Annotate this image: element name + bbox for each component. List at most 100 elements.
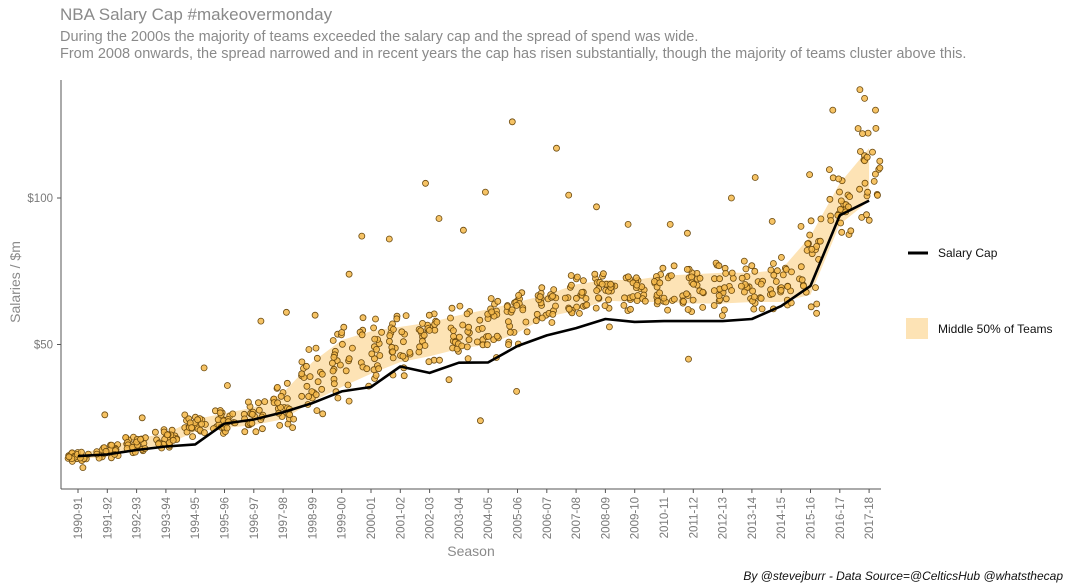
team-point <box>338 329 346 336</box>
team-point <box>181 411 189 419</box>
team-point <box>448 304 456 312</box>
team-point <box>807 303 815 311</box>
team-point <box>348 344 356 352</box>
team-point <box>797 263 805 271</box>
team-point <box>476 417 484 425</box>
team-point <box>406 348 414 356</box>
team-point <box>286 411 294 419</box>
team-point <box>151 428 159 436</box>
team-point <box>606 323 613 331</box>
team-point <box>750 305 758 313</box>
team-point <box>305 393 313 400</box>
team-point <box>261 398 269 406</box>
team-point <box>463 343 471 351</box>
team-point <box>683 290 690 298</box>
team-point <box>311 311 319 319</box>
legend-middle-50-label: Middle 50% of Teams <box>938 322 1053 336</box>
team-point <box>487 295 495 302</box>
x-tick-label: 1990-91 <box>73 497 85 539</box>
team-point <box>449 327 457 335</box>
x-tick-label: 2008-09 <box>600 497 612 539</box>
team-point <box>372 371 380 379</box>
team-point <box>385 235 393 243</box>
team-point <box>399 352 407 360</box>
x-tick-label: 1993-94 <box>161 496 173 539</box>
team-point <box>808 245 816 253</box>
team-point <box>282 308 290 316</box>
team-point <box>757 294 765 302</box>
team-point <box>798 276 806 284</box>
team-point <box>506 328 514 336</box>
team-point <box>601 302 609 310</box>
team-point <box>826 195 834 203</box>
team-point <box>302 362 310 370</box>
team-point <box>591 270 599 278</box>
team-point <box>633 281 641 289</box>
team-point <box>784 283 792 290</box>
team-point <box>633 274 640 282</box>
team-point <box>488 308 496 316</box>
team-point <box>770 260 777 267</box>
team-point <box>774 267 781 275</box>
team-point <box>241 428 249 436</box>
team-point <box>806 231 814 239</box>
team-point <box>494 297 502 305</box>
team-point <box>807 217 815 225</box>
team-point <box>216 409 224 417</box>
team-point <box>522 318 530 326</box>
team-point <box>758 305 766 313</box>
team-point <box>837 197 845 205</box>
team-point <box>419 319 426 327</box>
team-point <box>508 118 516 126</box>
team-point <box>476 316 484 324</box>
team-point <box>595 294 602 302</box>
x-tick-label: 1999-00 <box>337 497 349 539</box>
team-point <box>189 433 197 441</box>
team-point <box>336 361 344 369</box>
team-point <box>656 289 663 297</box>
team-point <box>459 321 467 329</box>
team-point <box>483 341 491 349</box>
team-point <box>846 193 853 201</box>
x-tick-label: 2011-12 <box>688 497 700 538</box>
team-point <box>748 262 756 270</box>
team-point <box>314 378 322 386</box>
team-point <box>620 301 628 309</box>
team-point <box>503 303 511 311</box>
team-point <box>533 310 541 318</box>
team-point <box>425 326 433 334</box>
x-tick-label: 1992-93 <box>132 497 144 539</box>
team-point <box>721 284 728 292</box>
team-point <box>715 292 723 300</box>
team-point <box>214 416 222 424</box>
team-point <box>318 385 326 393</box>
team-point <box>244 398 252 406</box>
y-tick-label: $100 <box>27 193 53 205</box>
team-point <box>334 394 342 402</box>
team-point <box>363 365 371 373</box>
team-point <box>627 305 634 313</box>
team-point <box>728 287 735 294</box>
team-point <box>436 356 443 364</box>
x-tick-label: 2016-17 <box>835 497 847 539</box>
team-point <box>330 353 338 361</box>
team-point <box>372 315 379 323</box>
team-point <box>458 342 466 350</box>
team-point <box>854 125 862 132</box>
team-point <box>536 293 544 301</box>
team-point <box>856 86 864 93</box>
team-point <box>318 370 326 378</box>
team-point <box>375 365 383 373</box>
team-point <box>505 341 512 349</box>
team-point <box>598 280 606 288</box>
team-point <box>869 148 876 156</box>
team-point <box>863 211 870 219</box>
y-axis-title: Salaries / $m <box>7 241 23 323</box>
team-point <box>258 425 266 433</box>
legend-middle-50-swatch <box>906 318 928 339</box>
team-point <box>565 305 573 313</box>
team-point <box>699 288 707 296</box>
team-point <box>656 279 664 287</box>
team-point <box>508 306 516 314</box>
x-tick-label: 2007-08 <box>571 497 583 539</box>
